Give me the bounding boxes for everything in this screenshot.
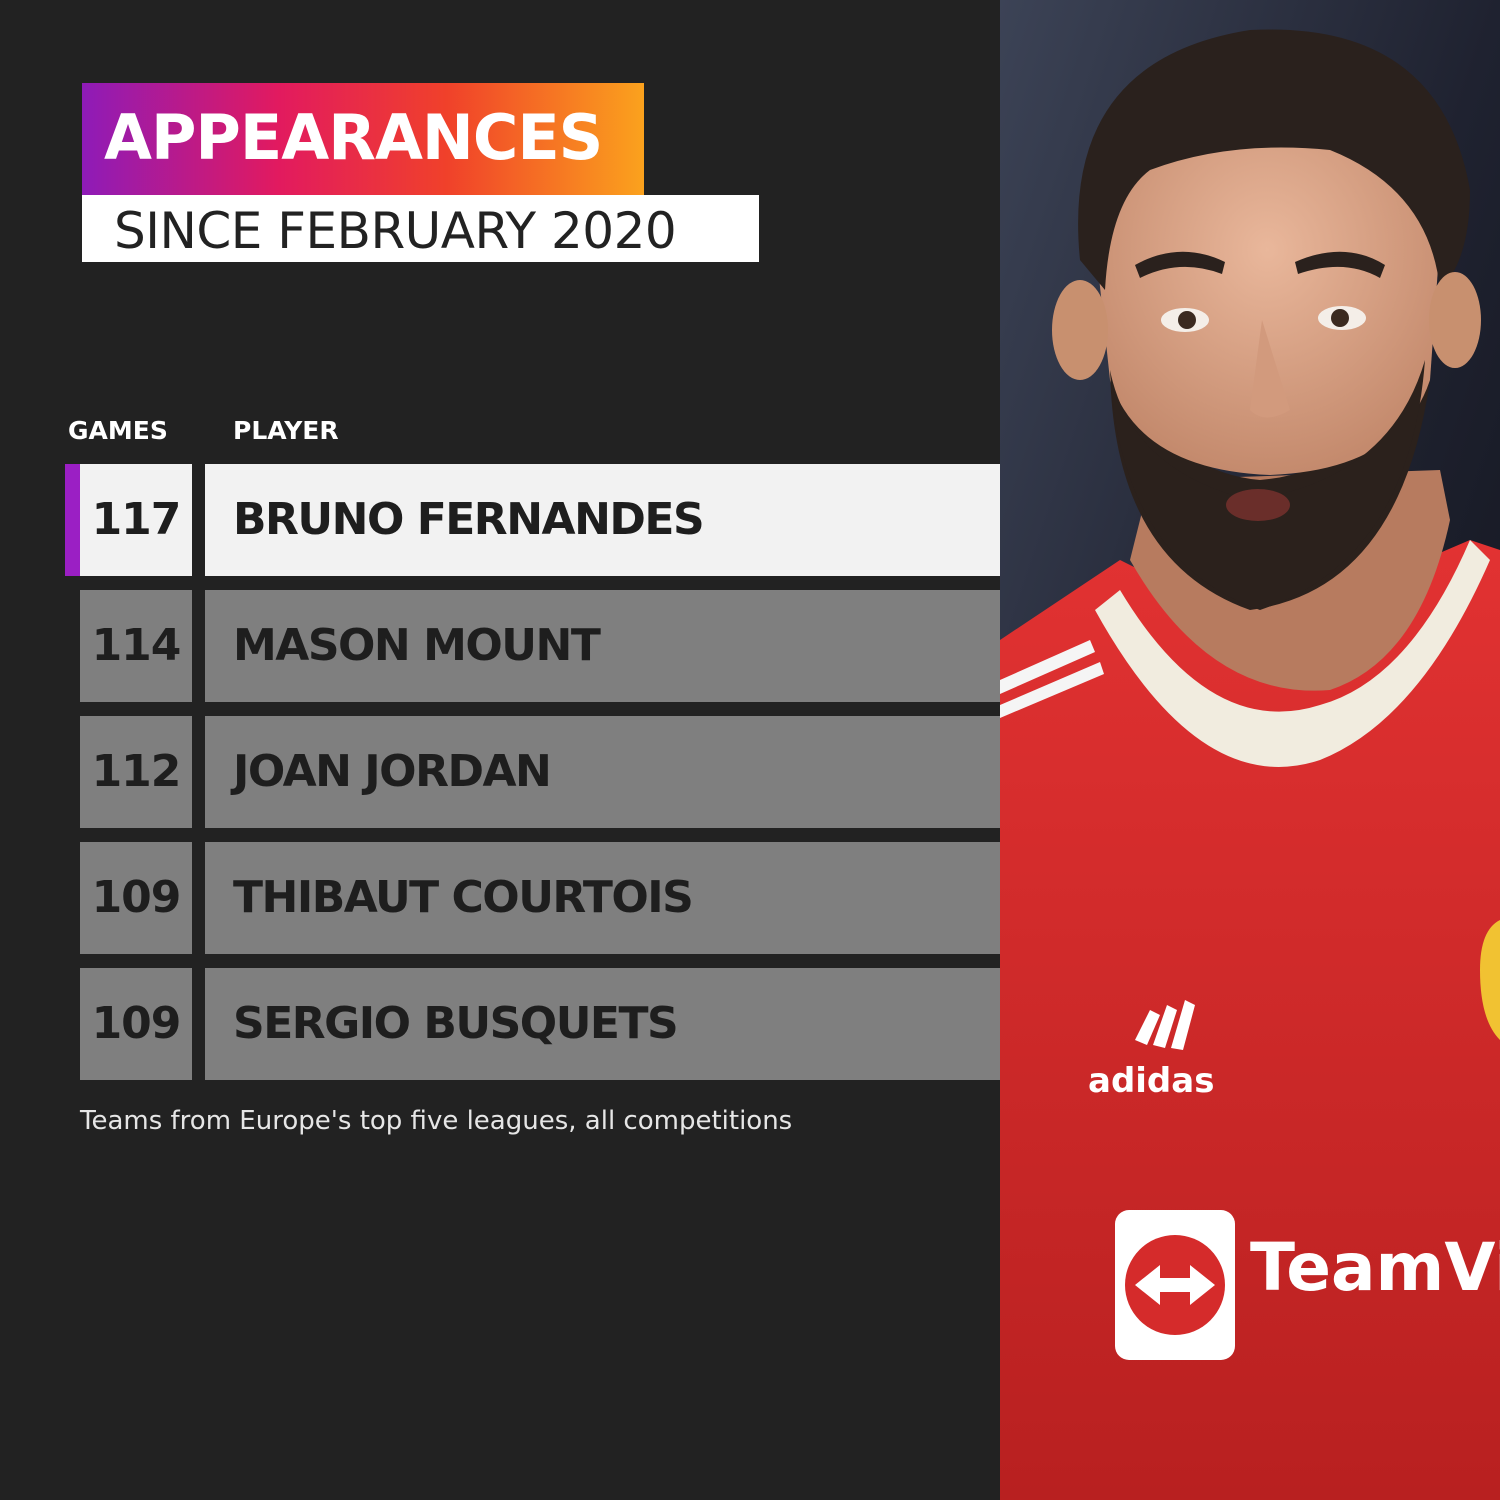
column-header-games: GAMES bbox=[68, 416, 168, 445]
player-name: THIBAUT COURTOIS bbox=[233, 872, 694, 923]
games-value: 109 bbox=[91, 872, 182, 923]
table-row: 117 BRUNO FERNANDES bbox=[65, 464, 1000, 576]
games-cell: 112 bbox=[80, 716, 192, 828]
player-photo: adidas TeamVie bbox=[1000, 0, 1500, 1500]
table-row: 109 SERGIO BUSQUETS bbox=[80, 968, 1000, 1080]
games-value: 114 bbox=[91, 620, 182, 671]
games-value: 112 bbox=[91, 746, 182, 797]
player-cell: THIBAUT COURTOIS bbox=[205, 842, 1000, 954]
page-subtitle: SINCE FEBRUARY 2020 bbox=[114, 202, 677, 260]
subtitle-banner: SINCE FEBRUARY 2020 bbox=[82, 195, 759, 262]
kit-brand-text: adidas bbox=[1088, 1061, 1214, 1101]
player-name: SERGIO BUSQUETS bbox=[233, 998, 679, 1049]
table-row: 112 JOAN JORDAN bbox=[80, 716, 1000, 828]
player-name: JOAN JORDAN bbox=[233, 746, 552, 797]
player-cell: MASON MOUNT bbox=[205, 590, 1000, 702]
highlight-accent-bar bbox=[65, 464, 80, 576]
player-name: BRUNO FERNANDES bbox=[233, 494, 705, 545]
games-cell: 109 bbox=[80, 968, 192, 1080]
title-banner: APPEARANCES bbox=[82, 83, 644, 195]
page-title: APPEARANCES bbox=[104, 101, 603, 174]
player-cell: JOAN JORDAN bbox=[205, 716, 1000, 828]
games-value: 109 bbox=[91, 998, 182, 1049]
footnote: Teams from Europe's top five leagues, al… bbox=[80, 1106, 793, 1136]
sponsor-text: TeamVie bbox=[1250, 1229, 1500, 1306]
games-value: 117 bbox=[91, 494, 182, 545]
player-name: MASON MOUNT bbox=[233, 620, 601, 671]
player-cell: SERGIO BUSQUETS bbox=[205, 968, 1000, 1080]
games-cell: 117 bbox=[80, 464, 192, 576]
games-cell: 114 bbox=[80, 590, 192, 702]
table-row: 114 MASON MOUNT bbox=[80, 590, 1000, 702]
games-cell: 109 bbox=[80, 842, 192, 954]
player-cell: BRUNO FERNANDES bbox=[205, 464, 1000, 576]
column-header-player: PLAYER bbox=[233, 416, 339, 445]
table-row: 109 THIBAUT COURTOIS bbox=[80, 842, 1000, 954]
